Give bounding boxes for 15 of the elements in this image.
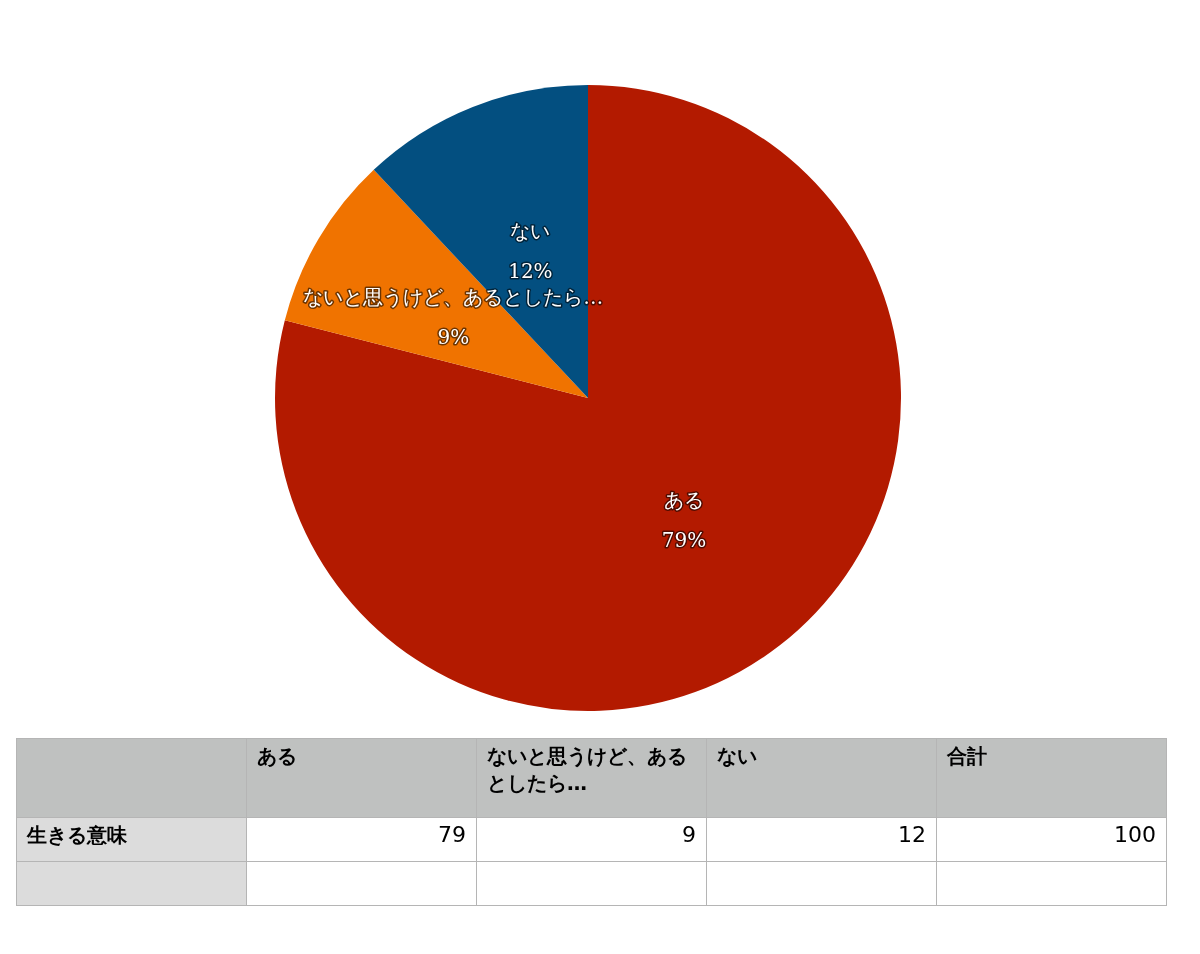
category-label: ないと思うけど、あるとしたら… xyxy=(487,744,687,795)
text: 79 xyxy=(246,817,477,862)
data-label: 79% xyxy=(661,527,707,552)
text: 100 xyxy=(1114,822,1156,847)
slice-label: ある xyxy=(246,738,477,818)
data-label: 12% xyxy=(508,258,553,283)
text: 合計 xyxy=(936,738,1167,818)
slice-label: ある xyxy=(663,487,704,512)
slice-label: ないと思うけど、あるとしたら… xyxy=(303,284,604,309)
category-label: ない xyxy=(717,744,757,768)
text: 12 xyxy=(706,817,937,862)
text: 生きる意味 xyxy=(16,817,247,862)
slice-label: ない xyxy=(510,218,551,243)
data-label: 9% xyxy=(437,324,470,349)
text: 9 xyxy=(476,817,707,862)
